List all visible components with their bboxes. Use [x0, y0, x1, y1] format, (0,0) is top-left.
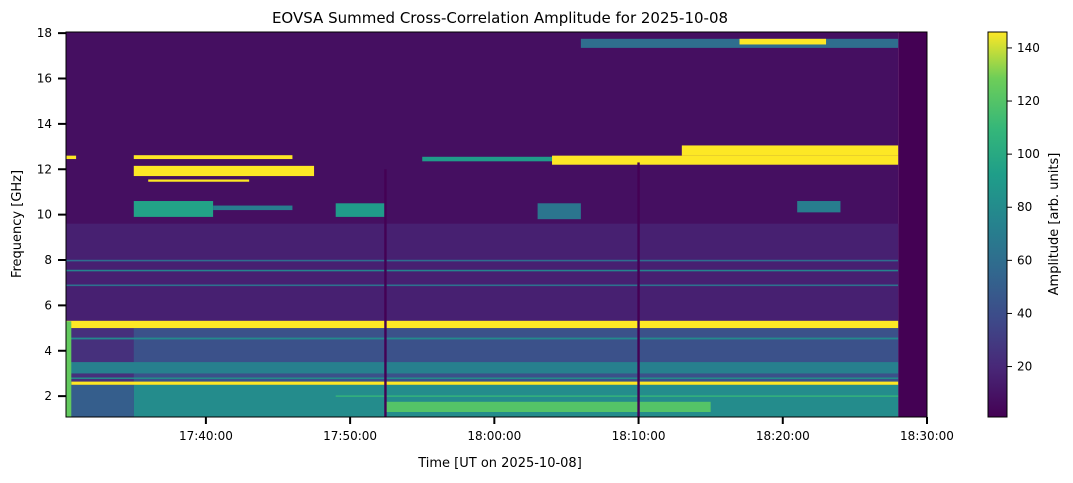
x-axis: 17:40:00 17:50:00 18:00:00 18:10:00 18:20:00… [179, 417, 954, 443]
colorbar-tick-label: 40 [1017, 306, 1032, 320]
y-tick-label: 12 [37, 162, 52, 176]
y-tick-label: 14 [37, 117, 52, 131]
x-axis-label: Time [UT on 2025-10-08] [417, 456, 582, 471]
spectrogram-feature-band-11.9-early [133, 165, 315, 177]
spectrogram-feature-burst-10-b [213, 205, 293, 211]
x-tick-label: 18:20:00 [756, 429, 810, 443]
spectrogram-feature-line-2.8 [66, 377, 899, 379]
spectrogram-feature-band-12.5-early [133, 155, 293, 160]
colorbar-tick-label: 100 [1017, 147, 1040, 161]
colorbar-tick-label: 120 [1017, 94, 1040, 108]
colorbar-tick-label: 80 [1017, 200, 1032, 214]
x-tick-label: 18:00:00 [467, 429, 521, 443]
spectrogram-feature-line-2.55 [71, 381, 899, 385]
spectrogram-feature-line-8.0 [66, 259, 899, 262]
x-tick-label: 18:10:00 [612, 429, 666, 443]
y-axis: 2 4 6 8 10 12 14 16 18 [37, 26, 66, 403]
spectrogram-feature-line-6.9 [66, 284, 899, 287]
colorbar-axis: 20 40 60 80 100 120 140 [1007, 41, 1040, 374]
spectrogram-feature-rfi-3.2 [66, 362, 899, 374]
spectrogram-feature-line-7.5 [66, 269, 899, 272]
y-tick-label: 18 [37, 26, 52, 40]
spectrogram-feature-no-data [898, 32, 927, 417]
colorbar-tick-label: 60 [1017, 253, 1032, 267]
spectrogram-feature-l-band-bright [386, 401, 711, 413]
y-tick-label: 4 [44, 344, 52, 358]
spectrogram-feature-band-12.4-late [552, 155, 899, 165]
plot-frame [65, 31, 928, 418]
x-tick-label: 18:30:00 [900, 429, 954, 443]
y-tick-label: 10 [37, 208, 52, 222]
y-tick-label: 8 [44, 253, 52, 267]
spectrogram-feature-band-12.5-edge [66, 155, 77, 160]
spectrogram-feature-band-11.5-early [148, 179, 250, 182]
chart-title: EOVSA Summed Cross-Correlation Amplitude… [272, 9, 728, 27]
spectrogram-feature-burst-10-d [537, 203, 581, 220]
spectrogram-feature-l-band-early [66, 384, 134, 417]
spectrogram-feature-mid-band [66, 223, 899, 322]
spectrogram-feature-band-17.6-bright [739, 38, 827, 45]
x-tick-label: 17:40:00 [179, 429, 233, 443]
spectrogram-feature-burst-10-a [133, 201, 214, 217]
plot-area [66, 32, 927, 417]
x-tick-label: 17:50:00 [323, 429, 377, 443]
spectrogram-feature-burst-10-e [797, 201, 841, 213]
spectrogram-feature-burst-10-c [335, 203, 387, 217]
spectrogram-feature-dropout-1 [384, 169, 387, 417]
colorbar-label: Amplitude [arb. units] [1047, 153, 1062, 296]
y-tick-label: 16 [37, 72, 52, 86]
spectrogram-feature-edge-column [66, 321, 72, 417]
colorbar-tick-label: 140 [1017, 41, 1040, 55]
spectrogram-feature-line-5.1 [66, 320, 899, 329]
spectrogram-feature-l-band [133, 384, 899, 417]
colorbar [987, 31, 1008, 418]
y-tick-label: 2 [44, 389, 52, 403]
spectrogram-feature-band-12.8-late [681, 145, 899, 156]
colorbar-tick-label: 20 [1017, 360, 1032, 374]
y-tick-label: 6 [44, 298, 52, 312]
spectrogram-feature-band-12.4-mid [422, 156, 553, 162]
spectrogram-feature-line-2.0 [335, 395, 899, 397]
spectrogram-feature-line-4.5 [66, 337, 899, 340]
y-axis-label: Frequency [GHz] [10, 170, 25, 278]
spectrogram-feature-dropout-2 [637, 162, 640, 417]
